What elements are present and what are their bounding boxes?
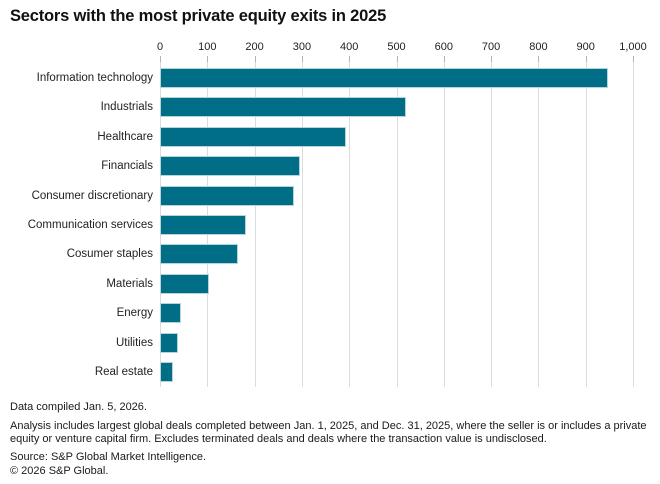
x-axis-tick-label: 900 (576, 41, 595, 53)
category-label-materials: Materials (106, 277, 153, 290)
x-axis-tick-marks (160, 56, 634, 62)
x-axis-tick-label: 300 (292, 41, 312, 53)
x-axis-tick-mark (491, 56, 493, 62)
category-label-real-estate: Real estate (94, 366, 153, 378)
x-axis-tick-label: 700 (481, 41, 501, 53)
gridline (349, 62, 351, 387)
category-label-consumer-discretionary: Consumer discretionary (31, 189, 153, 202)
x-axis-tick-mark (254, 56, 256, 62)
x-axis-tick-mark (538, 56, 540, 62)
bar-financials (160, 156, 300, 177)
category-label-energy: Energy (116, 307, 153, 320)
gridline (538, 62, 540, 387)
footnote-copyright: © 2026 S&P Global. (10, 465, 109, 477)
footnote-compiled: Data compiled Jan. 5, 2026. (10, 401, 147, 413)
x-axis-tick-mark (301, 56, 303, 62)
plot-area (160, 62, 634, 387)
bar-communication-services (160, 215, 247, 235)
chart-title: Sectors with the most private equity exi… (10, 7, 387, 25)
category-label-utilities: Utilities (115, 336, 153, 349)
x-axis-tick-mark (443, 56, 445, 62)
bar-information-technology (160, 68, 609, 88)
x-axis-tick-mark (160, 56, 161, 62)
category-label-cosumer-staples: Cosumer staples (66, 248, 153, 261)
x-axis-tick-mark (585, 56, 587, 62)
x-axis-tick-label: 100 (198, 41, 217, 53)
x-axis-tick-label: 200 (245, 41, 264, 53)
x-axis: 0 100 200 300 400 500 600 700 800 900 1,000 (156, 41, 647, 54)
gridline (443, 62, 445, 387)
gridline (301, 62, 303, 387)
bar-consumer-discretionary (160, 185, 294, 206)
bar-utilities (160, 332, 179, 353)
bar-healthcare (160, 126, 346, 147)
gridline (396, 62, 398, 387)
footnote-source: Source: S&P Global Market Intelligence. (10, 450, 207, 463)
x-axis-tick-label: 800 (529, 41, 548, 53)
category-label-industrials: Industrials (100, 101, 153, 114)
bar-energy (160, 303, 181, 324)
gridline (491, 62, 493, 387)
x-axis-tick-mark (633, 56, 634, 62)
gridline (254, 62, 256, 387)
gridline (585, 62, 587, 387)
category-label-healthcare: Healthcare (97, 130, 153, 143)
x-axis-tick-label: 500 (387, 41, 406, 53)
bar-industrials (160, 97, 406, 118)
x-axis-tick-mark (349, 56, 351, 62)
category-label-communication-services: Communication services (27, 219, 153, 231)
category-label-information-technology: Information technology (36, 72, 153, 84)
category-label-financials: Financials (101, 160, 153, 173)
x-axis-tick-mark (207, 56, 209, 62)
bar-cosumer-staples (160, 244, 238, 265)
x-axis-tick-label: 0 (156, 41, 164, 53)
x-axis-tick-mark (396, 56, 398, 62)
footnotes: Data compiled Jan. 5, 2026. Analysis inc… (10, 401, 655, 479)
x-axis-tick-label: 400 (340, 41, 359, 53)
gridline (633, 62, 634, 387)
footnote-analysis: Analysis includes largest global deals c… (10, 419, 647, 446)
x-axis-tick-label: 600 (434, 41, 453, 53)
bar-real-estate (160, 362, 173, 382)
x-axis-tick-label: 1,000 (619, 41, 647, 53)
bar-materials (160, 273, 210, 294)
y-axis-category-labels: Information technology Industrials Healthc… (0, 62, 153, 387)
